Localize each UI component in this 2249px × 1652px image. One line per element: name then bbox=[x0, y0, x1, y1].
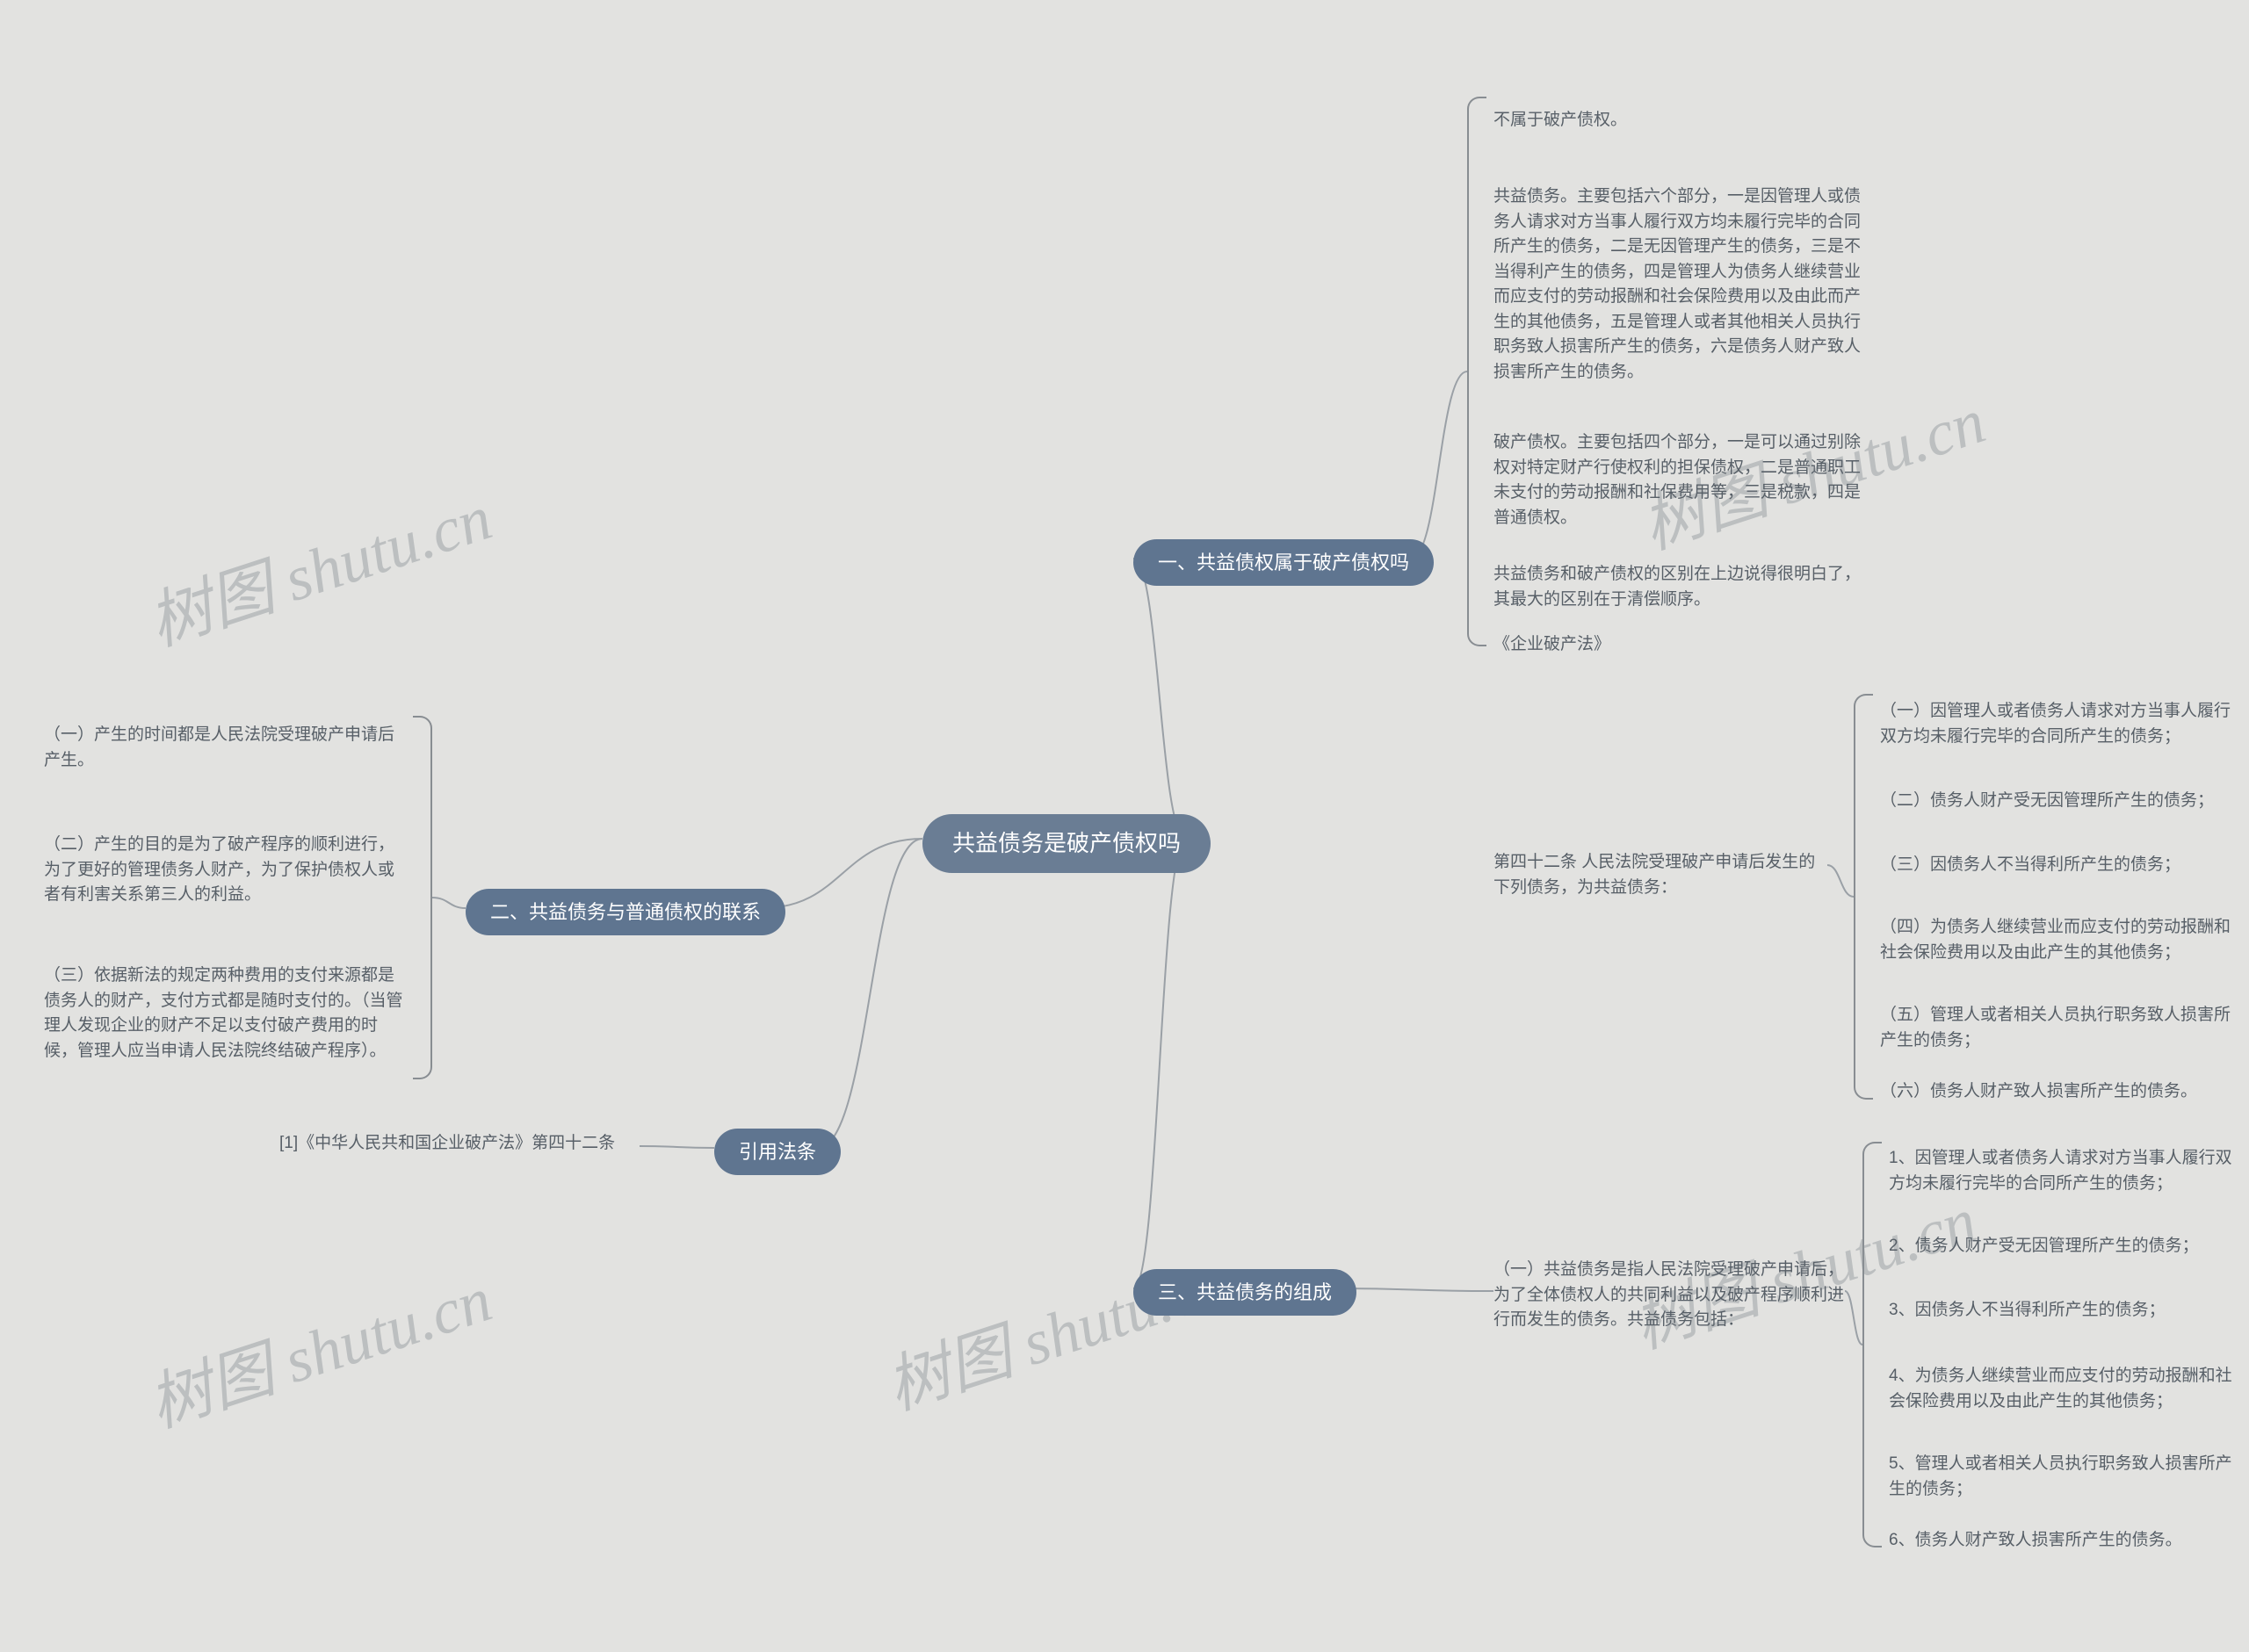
leaf-node: （一）产生的时间都是人民法院受理破产申请后产生。 bbox=[44, 723, 404, 773]
leaf-node: 共益债务。主要包括六个部分，一是因管理人或债务人请求对方当事人履行双方均未履行完… bbox=[1493, 184, 1871, 385]
leaf-node: 《企业破产法》 bbox=[1493, 632, 1610, 658]
leaf-node: 4、为债务人继续营业而应支付的劳动报酬和社会保险费用以及由此产生的其他债务； bbox=[1889, 1364, 2240, 1414]
leaf-node: 不属于破产债权。 bbox=[1493, 108, 1627, 133]
leaf-node: （二）债务人财产受无因管理所产生的债务； bbox=[1880, 789, 2214, 814]
leaf-node: 第四十二条 人民法院受理破产申请后发生的下列债务，为共益债务： bbox=[1493, 850, 1827, 900]
root-node[interactable]: 共益债务是破产债权吗 bbox=[922, 814, 1211, 873]
leaf-node: （二）产生的目的是为了破产程序的顺利进行，为了更好的管理债务人财产，为了保护债权… bbox=[44, 833, 404, 908]
group-bracket bbox=[1854, 694, 1873, 1100]
leaf-node: 3、因债务人不当得利所产生的债务； bbox=[1889, 1298, 2166, 1324]
leaf-node: （一）共益债务是指人民法院受理破产申请后，为了全体债权人的共同利益以及破产程序顺… bbox=[1493, 1258, 1845, 1333]
leaf-node: （五）管理人或者相关人员执行职务致人损害所产生的债务； bbox=[1880, 1003, 2231, 1053]
group-bracket bbox=[413, 716, 432, 1079]
leaf-node: （四）为债务人继续营业而应支付的劳动报酬和社会保险费用以及由此产生的其他债务； bbox=[1880, 915, 2231, 965]
leaf-node: 2、债务人财产受无因管理所产生的债务； bbox=[1889, 1234, 2199, 1259]
group-bracket bbox=[1467, 97, 1486, 646]
leaf-node: 破产债权。主要包括四个部分，一是可以通过别除权对特定财产行使权利的担保债权，二是… bbox=[1493, 430, 1871, 530]
watermark: 树图 shutu.cn bbox=[873, 1230, 1240, 1427]
branch-node[interactable]: 引用法条 bbox=[714, 1129, 841, 1175]
leaf-node: 6、债务人财产致人损害所产生的债务。 bbox=[1889, 1528, 2182, 1554]
leaf-node: （一）因管理人或者债务人请求对方当事人履行双方均未履行完毕的合同所产生的债务； bbox=[1880, 699, 2231, 749]
group-bracket bbox=[1862, 1142, 1882, 1547]
leaf-node: （三）因债务人不当得利所产生的债务； bbox=[1880, 853, 2180, 878]
leaf-node: 1、因管理人或者债务人请求对方当事人履行双方均未履行完毕的合同所产生的债务； bbox=[1889, 1146, 2240, 1196]
branch-node[interactable]: 一、共益债权属于破产债权吗 bbox=[1133, 539, 1434, 586]
watermark: 树图 shutu.cn bbox=[135, 465, 502, 663]
leaf-node: 共益债务和破产债权的区别在上边说得很明白了，其最大的区别在于清偿顺序。 bbox=[1493, 562, 1871, 612]
leaf-node: [1]《中华人民共和国企业破产法》第四十二条 bbox=[279, 1131, 615, 1157]
watermark: 树图 shutu.cn bbox=[135, 1247, 502, 1445]
leaf-node: 5、管理人或者相关人员执行职务致人损害所产生的债务； bbox=[1889, 1452, 2240, 1502]
leaf-node: （六）债务人财产致人损害所产生的债务。 bbox=[1880, 1079, 2197, 1105]
branch-node[interactable]: 二、共益债务与普通债权的联系 bbox=[466, 889, 785, 935]
branch-node[interactable]: 三、共益债务的组成 bbox=[1133, 1269, 1356, 1316]
leaf-node: （三）依据新法的规定两种费用的支付来源都是债务人的财产，支付方式都是随时支付的。… bbox=[44, 963, 404, 1064]
